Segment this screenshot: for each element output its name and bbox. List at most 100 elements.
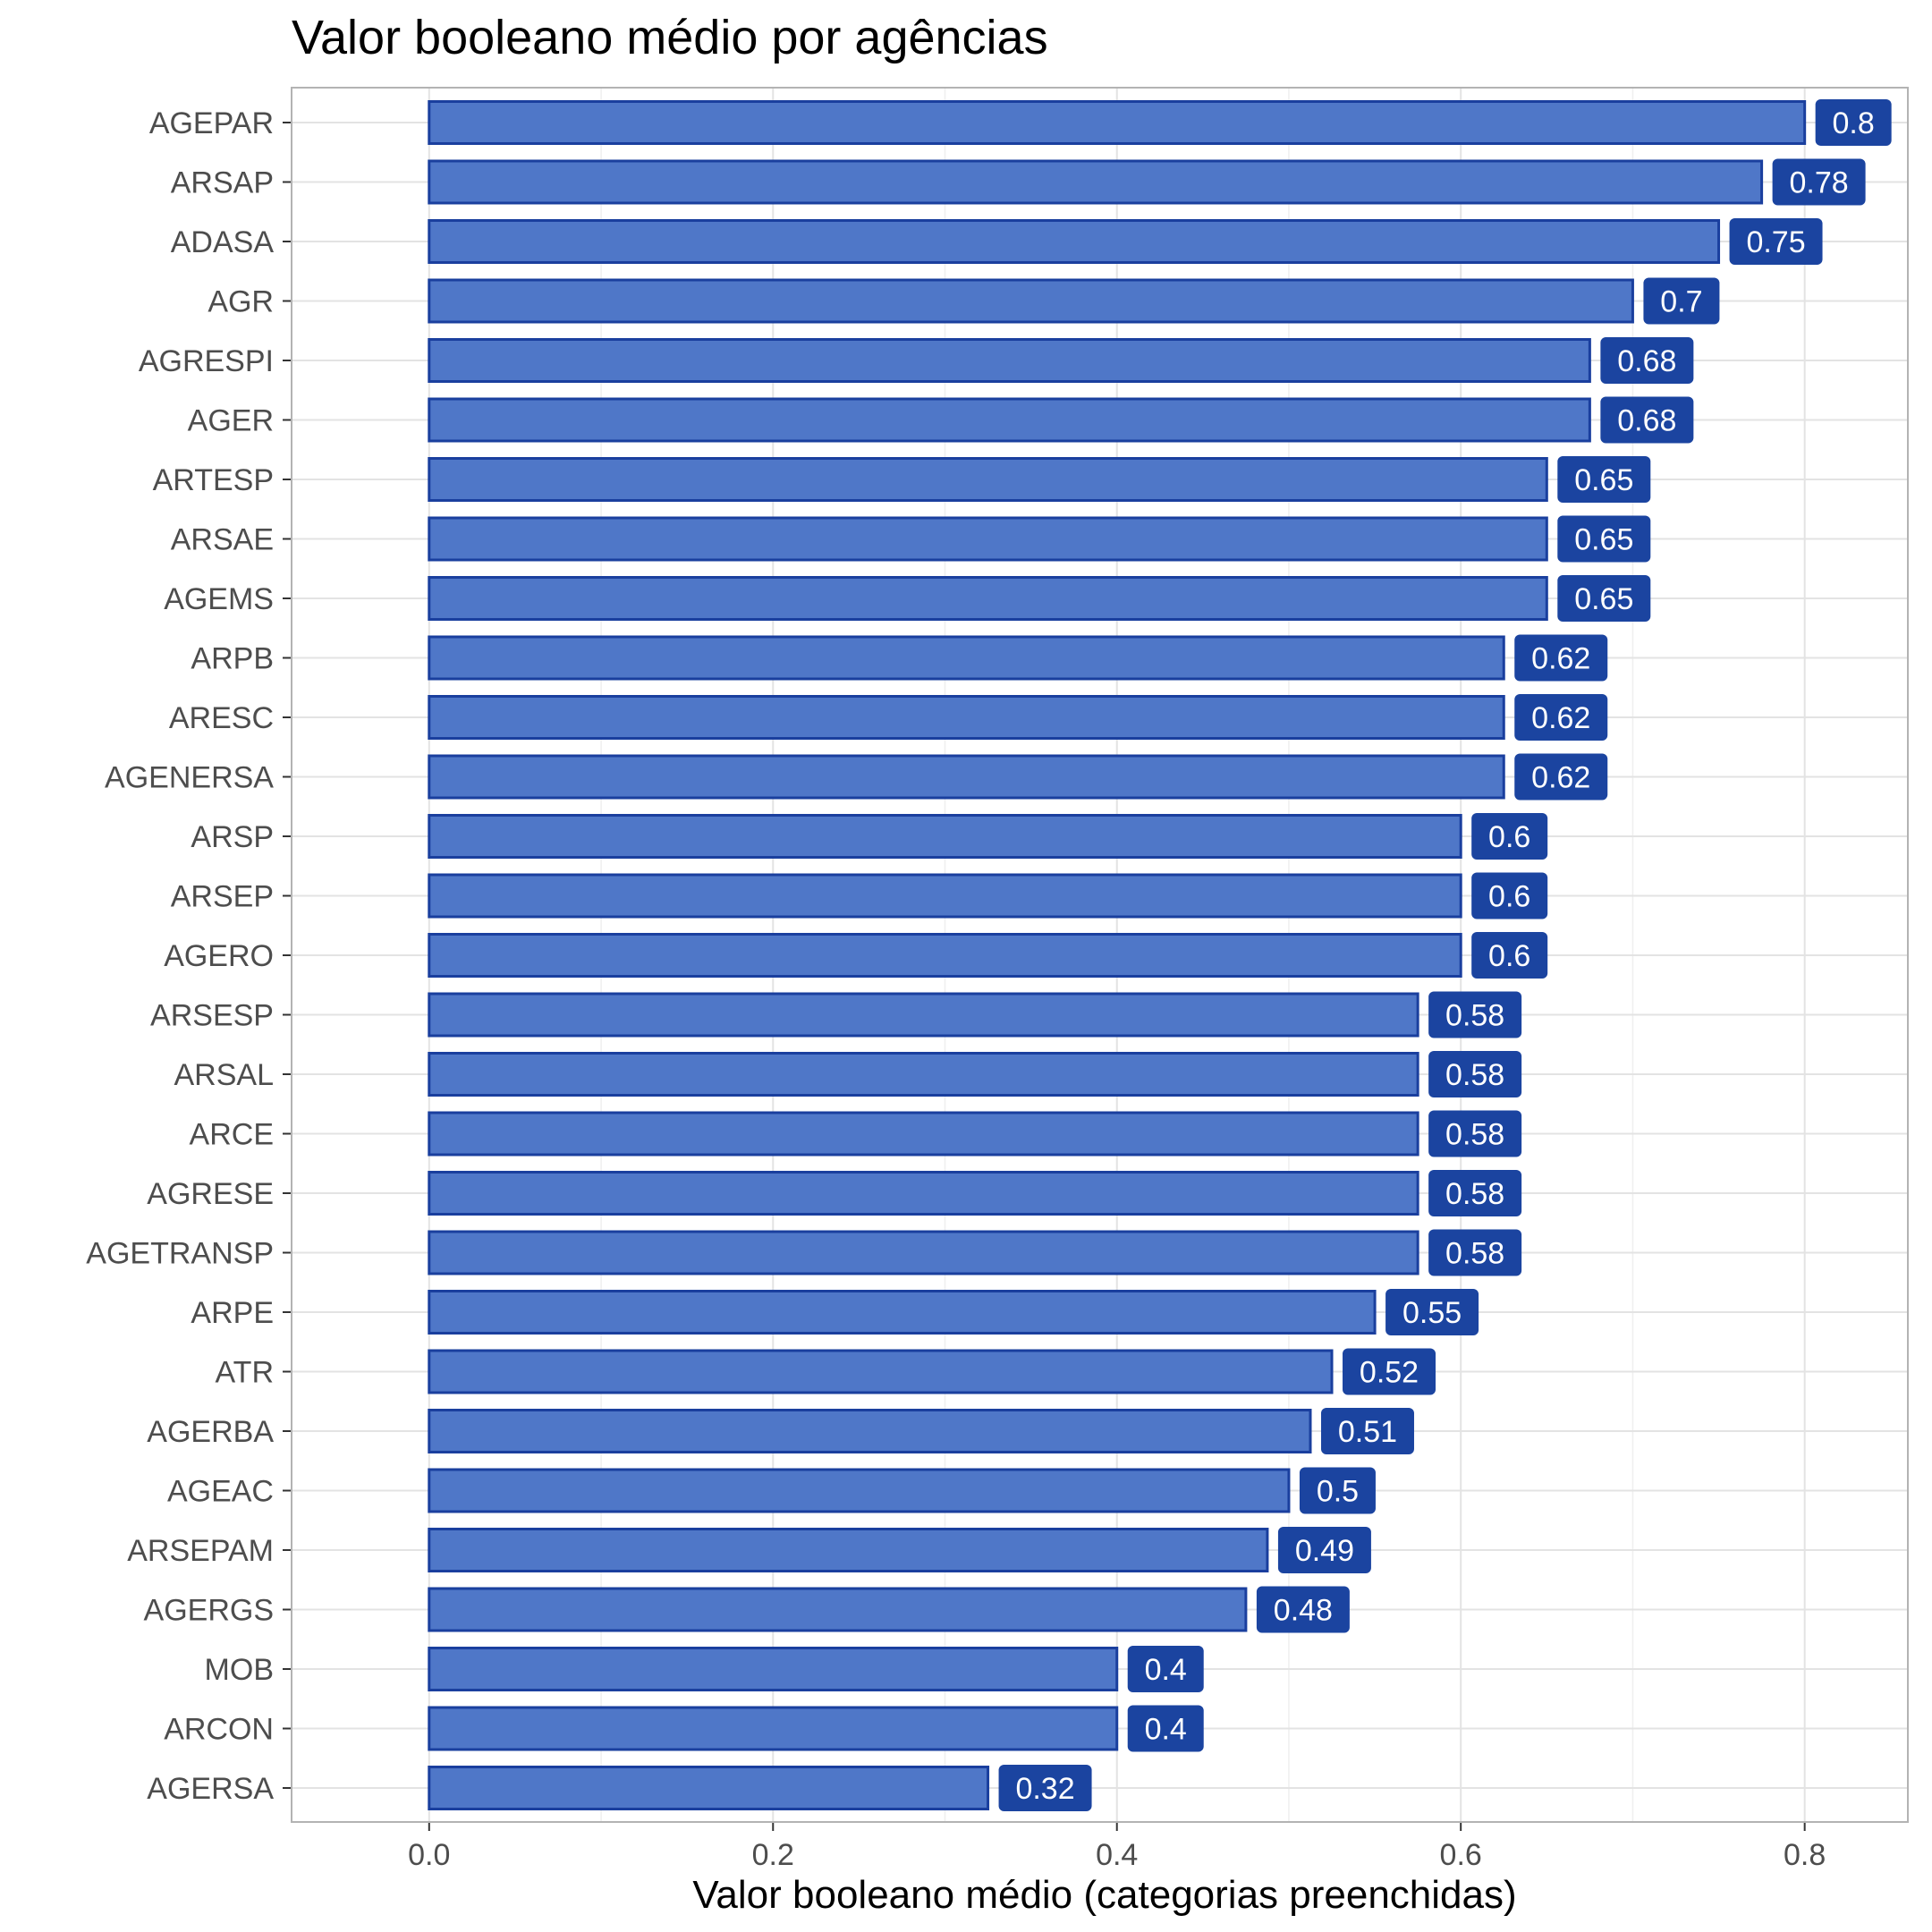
y-tick-label: AGRESE — [147, 1177, 274, 1211]
value-label: 0.4 — [1145, 1713, 1187, 1747]
value-label-box — [1127, 1705, 1204, 1752]
bar-arsae — [428, 516, 1548, 562]
bar-agero — [428, 933, 1462, 978]
y-tick-label: ARSP — [191, 820, 274, 854]
y-tick-label: ARSAE — [171, 523, 274, 557]
value-label: 0.6 — [1488, 939, 1530, 973]
value-label: 0.55 — [1402, 1296, 1462, 1330]
value-label-box — [1471, 872, 1548, 919]
x-tick-label: 0.0 — [408, 1838, 450, 1872]
y-tick-label: AGENERSA — [105, 761, 274, 795]
value-label-box — [1600, 396, 1694, 444]
y-tick-label: AGER — [188, 404, 274, 438]
bar-arsp — [428, 814, 1462, 859]
value-label: 0.75 — [1746, 225, 1805, 259]
value-label-box — [1600, 337, 1694, 384]
value-label: 0.58 — [1445, 1177, 1504, 1211]
bar-agr — [428, 278, 1634, 324]
bar-artesp — [428, 457, 1548, 502]
y-tick-label: ARSEPAM — [127, 1534, 274, 1568]
bar-aresc — [428, 695, 1505, 740]
x-axis-ticks: 0.0 0.2 0.4 0.6 0.8 — [408, 1822, 1826, 1872]
value-label: 0.8 — [1833, 106, 1875, 140]
y-tick-label: AGERSA — [147, 1772, 274, 1806]
bar-adasa — [428, 219, 1721, 264]
value-label: 0.62 — [1531, 642, 1590, 676]
y-tick-label: AGERO — [164, 939, 274, 973]
bar-arsal — [428, 1052, 1419, 1097]
bar-arpb — [428, 635, 1505, 681]
value-label-box — [1277, 1527, 1371, 1573]
value-label: 0.65 — [1574, 523, 1633, 557]
y-tick-label: ARCON — [164, 1713, 274, 1747]
value-label-box — [1514, 753, 1608, 801]
value-label-box — [1471, 932, 1548, 979]
bar-agepar — [428, 100, 1807, 145]
y-tick-label: ARSESP — [150, 999, 274, 1033]
value-label: 0.4 — [1145, 1653, 1187, 1687]
y-tick-label: ARTESP — [153, 463, 274, 497]
value-label-box — [1299, 1467, 1376, 1514]
y-tick-label: ARPB — [191, 642, 274, 676]
value-label-box — [1385, 1289, 1479, 1335]
y-tick-label: ARCE — [190, 1118, 274, 1152]
y-tick-label: AGERGS — [144, 1594, 274, 1628]
value-label: 0.7 — [1660, 285, 1702, 319]
bar-mob — [428, 1647, 1119, 1691]
bar-agems — [428, 576, 1548, 621]
y-tick-label: AGEPAR — [149, 106, 274, 140]
y-tick-label: AGEMS — [164, 582, 274, 616]
value-label: 0.68 — [1617, 344, 1676, 378]
bar-agerba — [428, 1409, 1312, 1453]
y-tick-label: AGRESPI — [139, 344, 274, 378]
value-label: 0.6 — [1488, 820, 1530, 854]
y-tick-label: ARESC — [169, 701, 274, 735]
x-tick-label: 0.6 — [1440, 1838, 1482, 1872]
bar-arcon — [428, 1706, 1119, 1751]
value-label-box — [1343, 1348, 1436, 1395]
value-label-box — [1514, 634, 1608, 682]
value-labels: 0.80.780.750.70.680.680.650.650.650.620.… — [998, 99, 1892, 1811]
y-tick-label: AGEAC — [167, 1475, 274, 1509]
value-label: 0.65 — [1574, 463, 1633, 497]
bar-agenersa — [428, 754, 1505, 800]
value-label-box — [1815, 99, 1892, 146]
y-tick-label: AGR — [208, 285, 274, 319]
bar-ageac — [428, 1468, 1291, 1513]
value-label: 0.48 — [1274, 1594, 1333, 1628]
value-label-box — [1557, 575, 1651, 622]
x-tick-label: 0.4 — [1096, 1838, 1138, 1872]
value-label-box — [1557, 515, 1651, 563]
value-label-box — [1514, 694, 1608, 741]
value-label: 0.52 — [1360, 1356, 1419, 1390]
bar-arpe — [428, 1290, 1377, 1335]
bars — [428, 100, 1807, 1810]
value-label-box — [1471, 813, 1548, 860]
value-label-box — [1428, 1110, 1522, 1157]
bar-atr — [428, 1349, 1334, 1394]
bar-ager — [428, 397, 1591, 443]
value-label-box — [1772, 158, 1866, 206]
value-label: 0.58 — [1445, 1118, 1504, 1152]
y-axis-ticks: AGEPAR ARSAP ADASA AGR AGRESPI AGER ARTESP ARSA… — [86, 106, 292, 1806]
x-tick-label: 0.2 — [752, 1838, 794, 1872]
y-tick-label: ARPE — [191, 1296, 274, 1330]
value-label: 0.58 — [1445, 1058, 1504, 1092]
value-label-box — [1428, 1051, 1522, 1097]
value-label-box — [1127, 1646, 1204, 1692]
value-label-box — [1320, 1408, 1414, 1454]
bar-arce — [428, 1111, 1419, 1157]
value-label: 0.65 — [1574, 582, 1633, 616]
bar-arsesp — [428, 992, 1419, 1038]
value-label: 0.58 — [1445, 999, 1504, 1033]
chart-title: Valor booleano médio por agências — [292, 11, 1048, 64]
bar-agrese — [428, 1171, 1419, 1216]
value-label: 0.62 — [1531, 761, 1590, 795]
bar-agetransp — [428, 1230, 1419, 1275]
value-label: 0.58 — [1445, 1237, 1504, 1271]
value-label: 0.49 — [1295, 1534, 1354, 1568]
y-tick-label: AGERBA — [147, 1415, 274, 1449]
y-tick-label: ATR — [216, 1356, 274, 1390]
